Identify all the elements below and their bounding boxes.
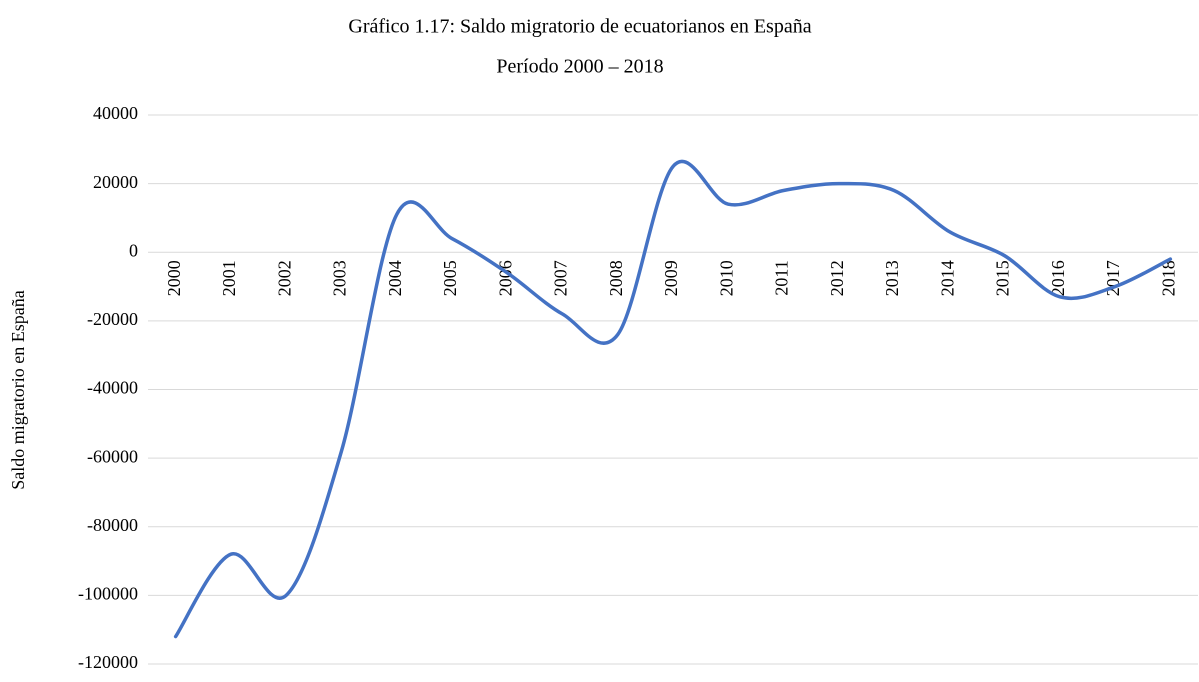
y-tick-label: -60000 — [87, 446, 138, 466]
y-tick-label: 20000 — [93, 172, 138, 192]
x-tick-label: 2015 — [993, 260, 1013, 296]
x-tick-label: 2000 — [164, 260, 184, 296]
x-tick-label: 2002 — [274, 260, 294, 296]
x-tick-label: 2010 — [716, 260, 736, 296]
chart-subtitle: Período 2000 – 2018 — [496, 56, 663, 78]
x-tick-label: 2011 — [772, 260, 792, 295]
x-tick-label: 2012 — [827, 260, 847, 296]
x-tick-label: 2009 — [661, 260, 681, 296]
x-tick-label: 2005 — [440, 260, 460, 296]
x-tick-label: 2004 — [385, 260, 405, 296]
x-tick-label: 2008 — [606, 260, 626, 296]
y-tick-label: -40000 — [87, 378, 138, 398]
y-tick-label: 0 — [129, 240, 138, 260]
y-axis-label: Saldo migratorio en España — [8, 290, 28, 489]
y-tick-label: 40000 — [93, 103, 138, 123]
y-tick-label: -20000 — [87, 309, 138, 329]
y-tick-label: -100000 — [78, 584, 138, 604]
x-tick-label: 2003 — [330, 260, 350, 296]
x-tick-label: 2014 — [937, 260, 957, 296]
chart-title: Gráfico 1.17: Saldo migratorio de ecuato… — [348, 16, 811, 38]
y-tick-label: -120000 — [78, 652, 138, 672]
y-tick-label: -80000 — [87, 515, 138, 535]
x-tick-label: 2001 — [219, 260, 239, 296]
x-tick-label: 2018 — [1158, 260, 1178, 296]
x-tick-label: 2007 — [551, 260, 571, 296]
x-tick-label: 2016 — [1048, 260, 1068, 296]
x-tick-label: 2013 — [882, 260, 902, 296]
line — [173, 159, 1173, 639]
